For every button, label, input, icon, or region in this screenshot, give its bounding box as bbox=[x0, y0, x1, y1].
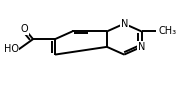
Text: N: N bbox=[120, 19, 128, 29]
Text: CH₃: CH₃ bbox=[158, 26, 176, 36]
Text: HO: HO bbox=[4, 44, 19, 54]
Text: N: N bbox=[138, 42, 145, 52]
Text: O: O bbox=[21, 24, 28, 34]
